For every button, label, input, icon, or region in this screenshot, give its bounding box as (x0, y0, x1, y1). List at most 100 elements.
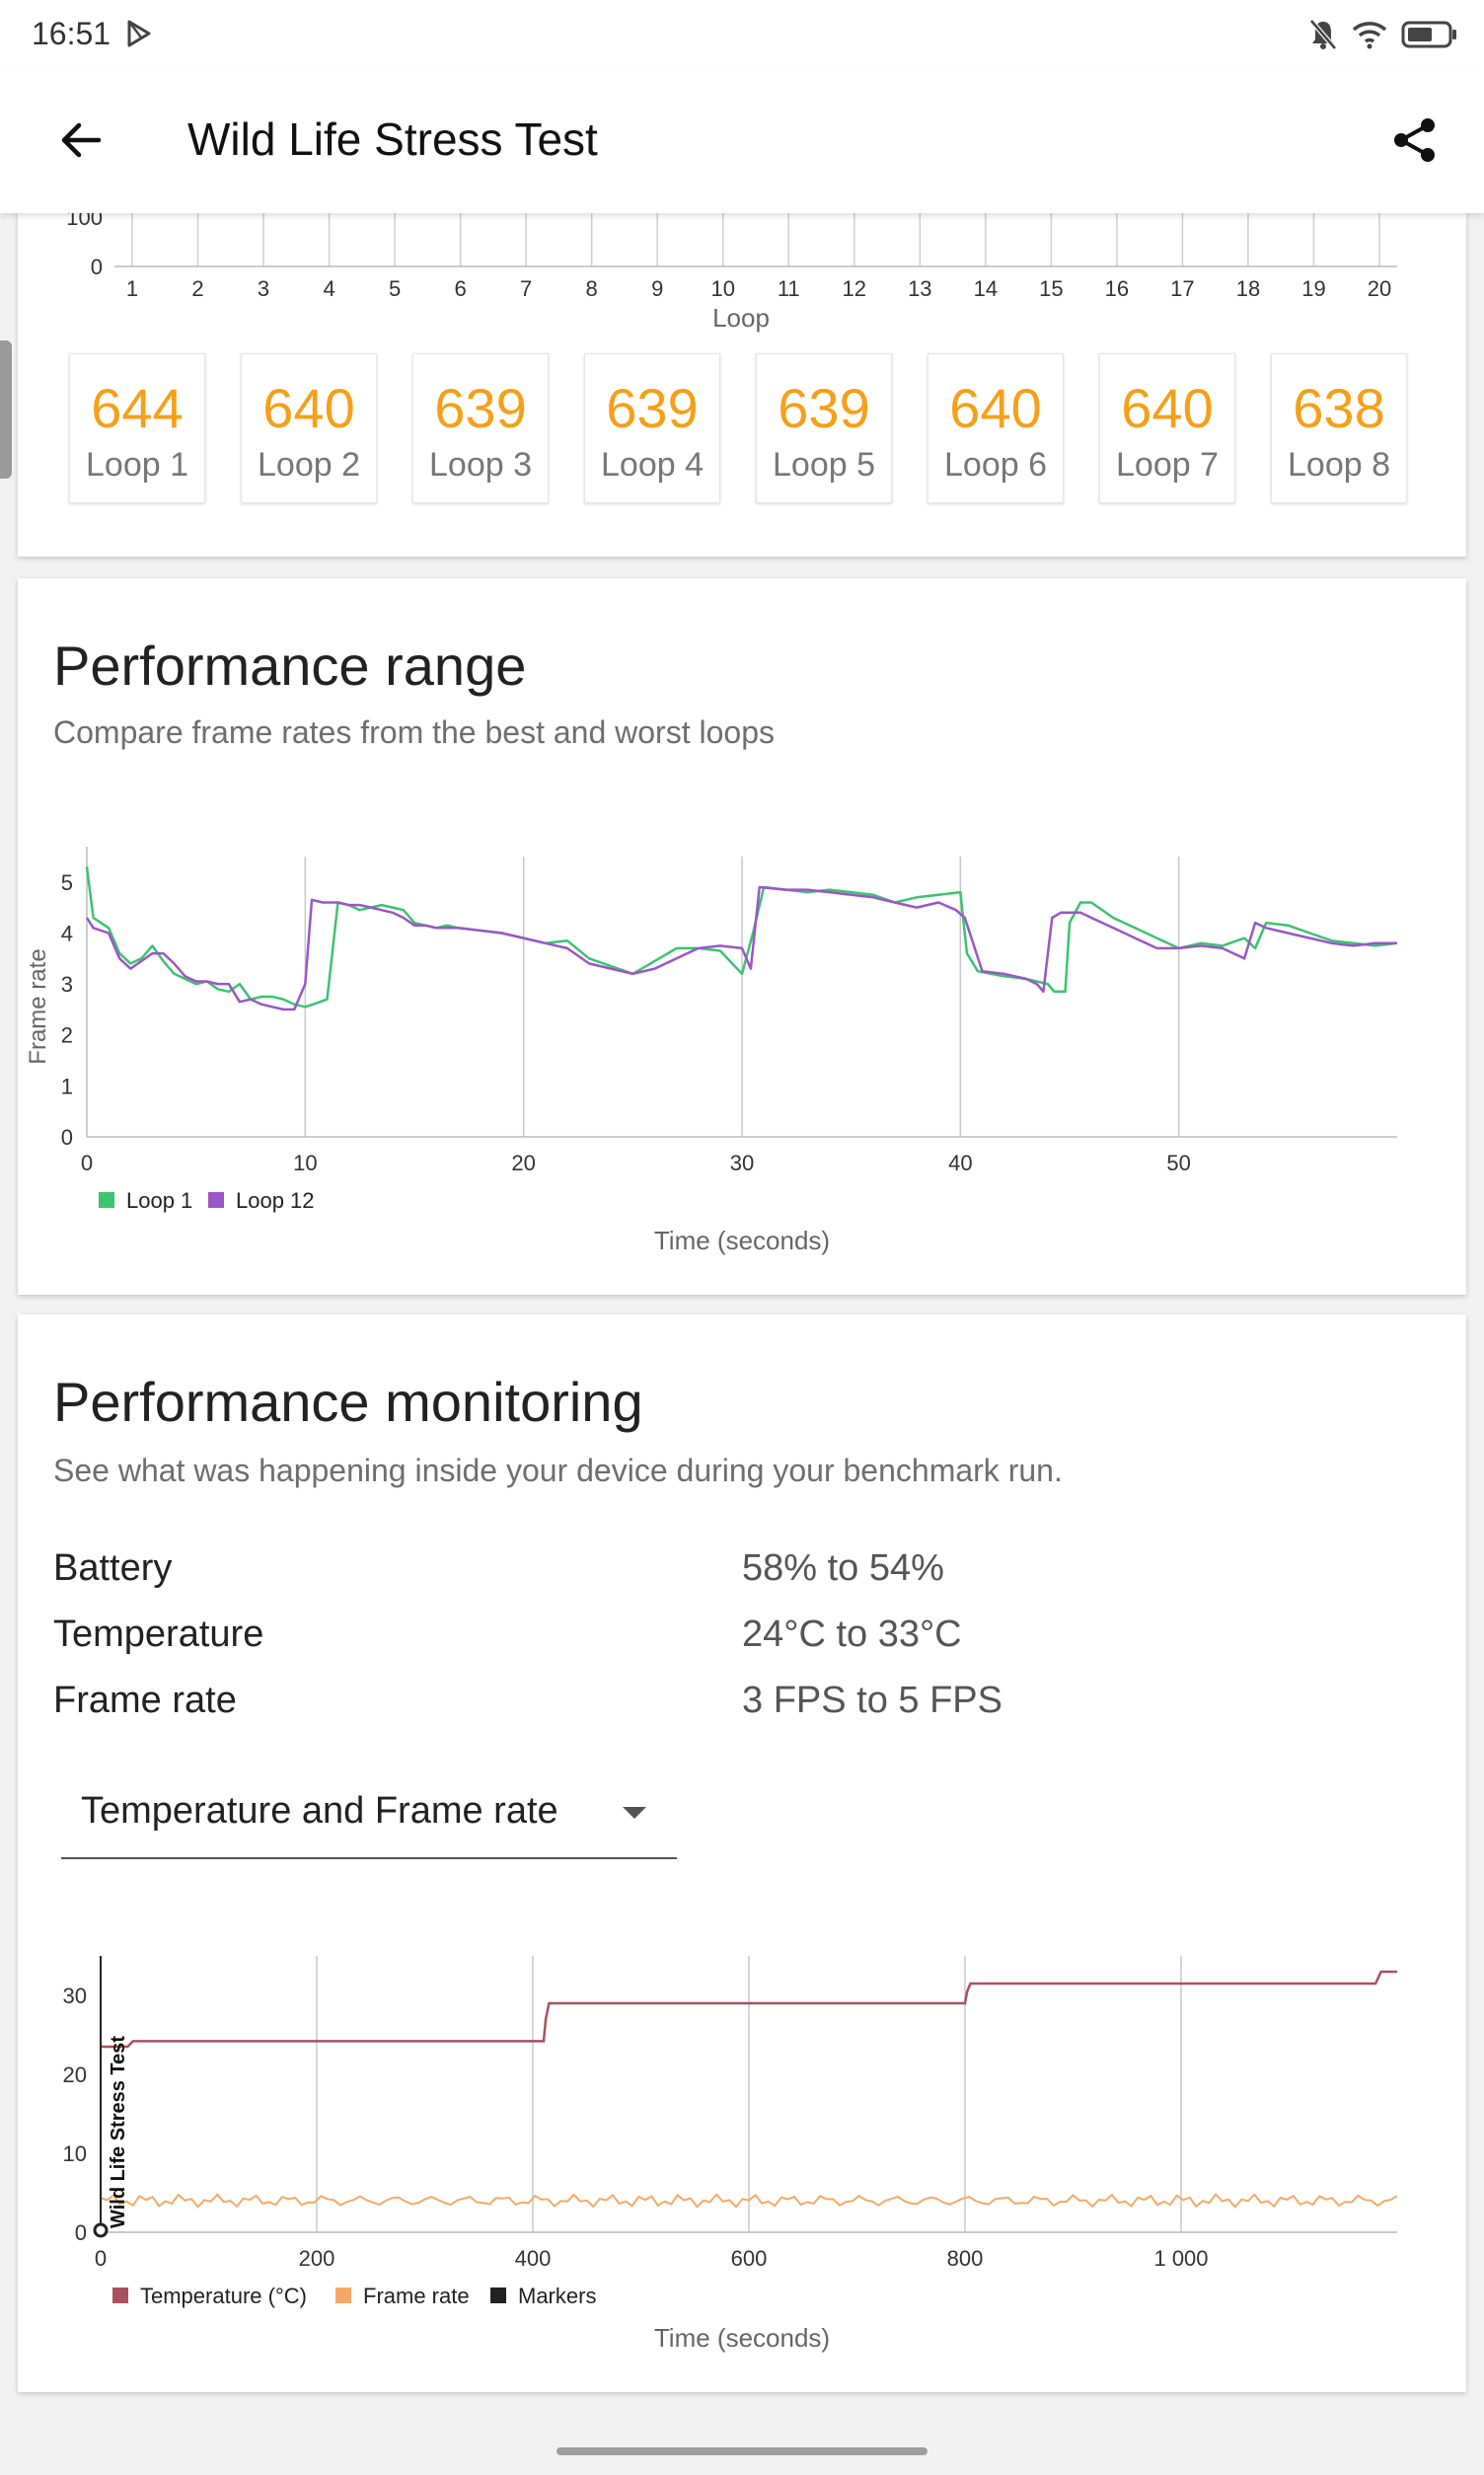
frame-rate-label: Frame rate (53, 1680, 237, 1721)
caret-down-icon (622, 1806, 647, 1825)
x-tick-label: 16 (1105, 276, 1129, 301)
battery-value: 58% to 54% (742, 1547, 944, 1589)
loop-score-value: 640 (949, 377, 1042, 439)
loop-score-value: 639 (606, 377, 699, 439)
x-tick-label: 6 (455, 276, 467, 301)
loop-score-label: Loop 5 (773, 446, 875, 484)
x-tick-label: 15 (1039, 276, 1063, 301)
loop-score-label: Loop 4 (601, 446, 704, 484)
play-store-icon (124, 18, 154, 54)
x-tick-label: 400 (515, 2246, 552, 2271)
x-tick-label: 19 (1301, 276, 1325, 301)
performance-monitoring-subtitle: See what was happening inside your devic… (53, 1453, 1063, 1488)
loop-score-value: 644 (91, 377, 184, 439)
chart-type-dropdown[interactable]: Temperature and Frame rate (61, 1778, 677, 1859)
series-line-loop-12 (85, 885, 1397, 1012)
share-icon (1394, 118, 1435, 162)
y-tick-label: 5 (61, 870, 73, 895)
loop-score-value: 640 (1121, 377, 1214, 439)
y-tick-label: 4 (61, 921, 73, 945)
x-tick-label: 30 (730, 1151, 754, 1175)
frame-rate-value: 3 FPS to 5 FPS (742, 1680, 1002, 1721)
x-tick-label: 200 (299, 2246, 335, 2271)
x-tick-label: 5 (389, 276, 401, 301)
status-icons (1308, 18, 1458, 56)
marker-label: Wild Life Stress Test (108, 2036, 129, 2228)
y-tick-label: 0 (75, 2220, 87, 2245)
loop-score-box[interactable]: 644 Loop 1 (69, 353, 205, 503)
loop-score-box[interactable]: 639 Loop 5 (756, 353, 892, 503)
x-tick-label: 2 (191, 276, 203, 301)
loop-score-box[interactable]: 640 Loop 2 (241, 353, 377, 503)
loop-score-label: Loop 3 (429, 446, 532, 484)
y-tick-label: 30 (63, 1984, 87, 2008)
loop-score-box[interactable]: 640 Loop 6 (928, 353, 1064, 503)
loop-score-value: 639 (778, 377, 870, 439)
x-tick-label: 800 (947, 2246, 984, 2271)
x-tick-label: 7 (520, 276, 532, 301)
loop-score-chart: 100 0 1 2 3 4 5 6 7 8 9 10 11 12 13 14 15 16 17 18 19 20 Lo… (66, 197, 1397, 333)
loop-score-box[interactable]: 639 Loop 3 (412, 353, 549, 503)
y-tick-label: 0 (91, 255, 103, 279)
performance-monitoring-card: Performance monitoring See what was happ… (18, 1314, 1466, 2392)
home-indicator[interactable] (556, 2447, 928, 2455)
x-tick-label: 11 (778, 276, 800, 301)
legend-label: Loop 12 (236, 1188, 315, 1213)
temperature-value: 24°C to 33°C (742, 1613, 962, 1655)
loop-score-label: Loop 8 (1288, 446, 1390, 484)
y-tick-label: 10 (63, 2141, 87, 2166)
loop-score-value: 639 (434, 377, 527, 439)
loop-score-box[interactable]: 638 Loop 8 (1271, 353, 1407, 503)
share-button[interactable] (1385, 111, 1445, 170)
loop-score-value: 640 (262, 377, 355, 439)
y-axis-label: Frame rate (25, 948, 51, 1064)
x-tick-label: 14 (974, 276, 998, 301)
x-tick-label: 0 (81, 1151, 93, 1175)
series-line-frame-rate (100, 2193, 1398, 2209)
performance-range-chart: 0 10 20 30 40 50 0 1 2 3 4 5 Frame rate Time (seconds… (25, 847, 1398, 1255)
series-line-temperature (101, 1970, 1397, 2049)
battery-label: Battery (53, 1547, 173, 1589)
loop-scores-card: 100 0 1 2 3 4 5 6 7 8 9 10 11 12 13 14 15 16 17 18 19 20 Lo… (18, 197, 1466, 557)
x-tick-label: 12 (843, 276, 866, 301)
y-tick-label: 3 (61, 972, 73, 997)
x-tick-label: 9 (651, 276, 663, 301)
x-tick-label: 10 (293, 1151, 317, 1175)
x-tick-label: 20 (1368, 276, 1391, 301)
legend-swatch (112, 2288, 128, 2303)
x-axis-label: Time (seconds) (654, 2323, 830, 2353)
legend-label: Frame rate (363, 2284, 470, 2308)
loop-score-label: Loop 1 (86, 446, 188, 484)
legend-swatch (99, 1192, 114, 1208)
x-tick-label: 18 (1236, 276, 1260, 301)
x-tick-label: 20 (511, 1151, 535, 1175)
legend-label: Loop 1 (126, 1188, 192, 1213)
app-bar: Wild Life Stress Test (0, 71, 1484, 213)
loop-score-box[interactable]: 640 Loop 7 (1099, 353, 1235, 503)
x-tick-label: 0 (95, 2246, 107, 2271)
y-tick-label: 0 (61, 1125, 73, 1150)
legend-label: Markers (518, 2284, 596, 2308)
dropdown-selected-value: Temperature and Frame rate (81, 1790, 558, 1832)
loop-score-value: 638 (1293, 377, 1385, 439)
arrow-left-icon (61, 122, 102, 158)
x-tick-label: 1 000 (1153, 2246, 1208, 2271)
legend-swatch (490, 2288, 506, 2303)
loop-score-box[interactable]: 639 Loop 4 (584, 353, 720, 503)
legend-swatch (335, 2288, 351, 2303)
performance-range-title: Performance range (53, 635, 527, 697)
scroll-handle[interactable] (0, 340, 12, 479)
x-tick-label: 50 (1166, 1151, 1190, 1175)
back-button[interactable] (51, 111, 111, 170)
y-tick-label: 1 (61, 1074, 73, 1098)
y-tick-label: 20 (63, 2062, 87, 2087)
legend-label: Temperature (°C) (140, 2284, 307, 2308)
x-tick-label: 40 (948, 1151, 972, 1175)
wifi-icon (1352, 20, 1387, 54)
x-tick-label: 17 (1170, 276, 1194, 301)
status-bar: 16:51 (0, 0, 1484, 71)
performance-range-subtitle: Compare frame rates from the best and wo… (53, 714, 775, 750)
status-time: 16:51 (32, 16, 111, 51)
x-tick-label: 3 (258, 276, 269, 301)
y-tick-label: 2 (61, 1023, 73, 1048)
